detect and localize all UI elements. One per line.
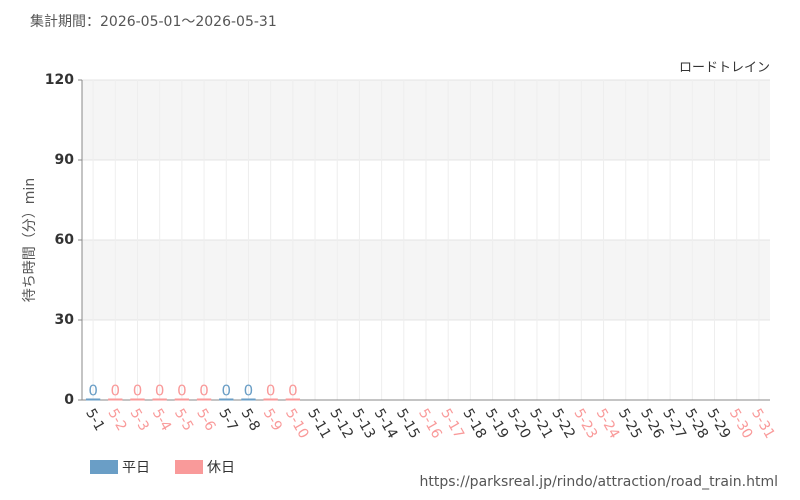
bar xyxy=(196,398,212,401)
value-label: 0 xyxy=(221,382,231,400)
source-url: https://parksreal.jp/rindo/attraction/ro… xyxy=(420,474,779,490)
x-tick-label: 5-2 xyxy=(104,406,129,434)
value-label: 0 xyxy=(244,382,254,400)
value-label: 0 xyxy=(111,382,121,400)
bar xyxy=(85,398,101,401)
bar xyxy=(108,398,123,401)
x-tick-label: 5-1 xyxy=(82,406,107,434)
bar xyxy=(174,398,190,401)
legend-swatch xyxy=(90,460,118,474)
x-tick-label: 5-8 xyxy=(238,406,263,434)
x-tick-label: 5-9 xyxy=(260,406,285,434)
bar xyxy=(219,398,234,401)
series-label: ロードトレイン xyxy=(679,61,770,76)
y-tick-label: 60 xyxy=(55,232,75,248)
x-tick-label: 5-4 xyxy=(149,406,174,434)
y-tick-label: 90 xyxy=(55,152,75,168)
chart-title: 集計期間：2026-05-01～2026-05-31 xyxy=(30,13,277,30)
legend-label: 平日 xyxy=(122,460,150,476)
bar xyxy=(152,398,167,401)
value-label: 0 xyxy=(288,382,298,400)
x-tick-label: 5-3 xyxy=(127,406,152,434)
legend-label: 休日 xyxy=(207,460,235,476)
value-label: 0 xyxy=(266,382,276,400)
bar xyxy=(130,398,145,401)
y-tick-label: 30 xyxy=(55,312,75,328)
legend-swatch xyxy=(175,460,203,474)
x-tick-label: 5-7 xyxy=(215,406,240,434)
value-label: 0 xyxy=(133,382,143,400)
value-label: 0 xyxy=(177,382,187,400)
value-label: 0 xyxy=(155,382,165,400)
bar xyxy=(241,398,256,401)
x-tick-label: 5-6 xyxy=(193,406,218,434)
bar xyxy=(285,398,300,401)
x-tick-label: 5-31 xyxy=(748,406,778,442)
y-tick-label: 120 xyxy=(45,72,74,88)
value-label: 0 xyxy=(199,382,209,400)
y-tick-label: 0 xyxy=(64,392,74,408)
bar xyxy=(263,398,278,401)
value-label: 0 xyxy=(88,382,98,400)
y-axis-label: 待ち時間（分）min xyxy=(22,178,38,302)
x-tick-label: 5-5 xyxy=(171,406,196,434)
